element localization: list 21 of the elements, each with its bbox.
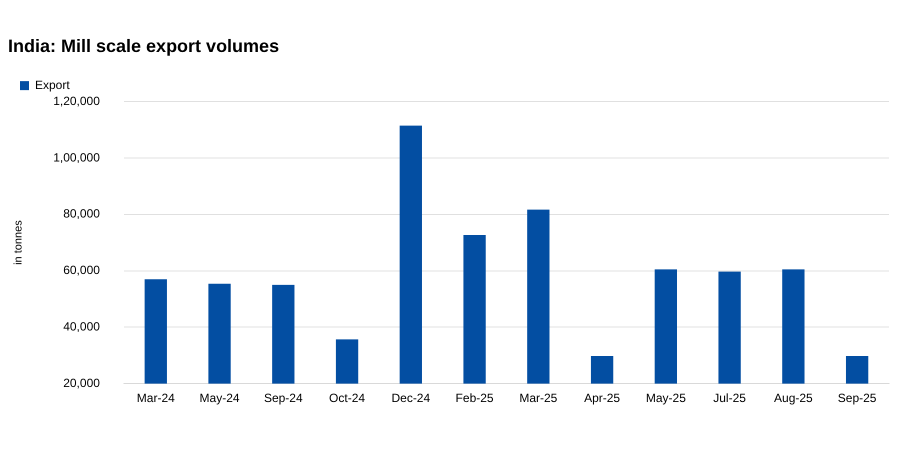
legend-label: Export — [35, 78, 70, 92]
x-tick-label: Sep-24 — [264, 391, 303, 406]
x-tick-label: Jul-25 — [713, 391, 746, 406]
x-tick-label: Sep-25 — [838, 391, 877, 406]
x-tick-label: Mar-25 — [519, 391, 558, 406]
y-tick-label: 20,000 — [63, 376, 100, 390]
chart-title: India: Mill scale export volumes — [8, 36, 280, 56]
x-tick-label: Aug-25 — [774, 391, 814, 406]
x-tick-label: May-25 — [646, 391, 686, 406]
y-tick-label: 40,000 — [63, 320, 100, 334]
y-tick-label: 60,000 — [63, 263, 100, 278]
y-tick-label: 1,20,000 — [53, 94, 100, 108]
y-tick-label: 1,00,000 — [53, 150, 100, 164]
x-tick-label: Feb-25 — [456, 391, 494, 406]
x-tick-label: Dec-24 — [391, 391, 430, 406]
y-tick-label: 80,000 — [63, 206, 100, 221]
x-tick-label: May-24 — [200, 391, 240, 406]
y-axis-title: in tonnes — [12, 220, 25, 265]
x-tick-label: Mar-24 — [136, 391, 176, 406]
x-tick-label: Oct-24 — [329, 391, 366, 406]
x-tick-label: Apr-25 — [584, 391, 620, 406]
